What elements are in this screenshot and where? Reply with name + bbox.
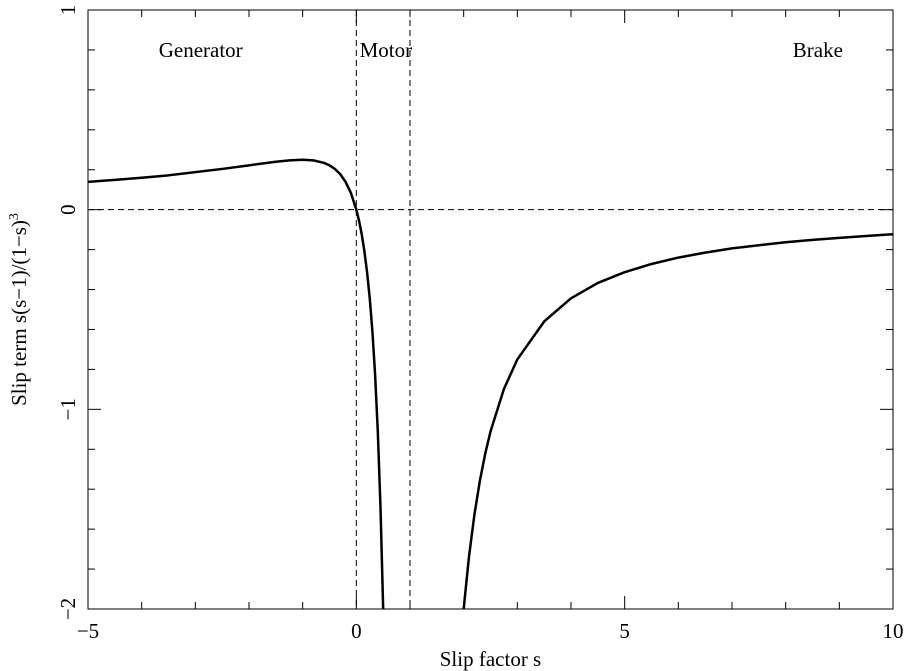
series-line-1 <box>88 158 385 609</box>
series-layer <box>88 158 893 609</box>
y-tick-label: 0 <box>56 204 80 215</box>
region-label: Generator <box>159 38 243 62</box>
series-line-2 <box>462 232 893 609</box>
minor-ticks <box>88 10 893 609</box>
x-tick-labels: −5 0 5 10 <box>77 619 904 643</box>
y-axis-label-superscript: 3 <box>7 213 22 220</box>
y-axis-label: Slip term s(s−1)/(1−s)3 <box>7 213 31 406</box>
y-tick-label: −1 <box>56 398 80 420</box>
plot-frame <box>87 9 894 610</box>
y-tick-labels: −2 −1 0 1 <box>56 5 80 620</box>
x-tick-label: 0 <box>351 619 362 643</box>
reference-lines <box>88 10 893 609</box>
x-tick-label: −5 <box>77 619 99 643</box>
y-tick-label: −2 <box>56 598 80 620</box>
x-tick-label: 5 <box>619 619 630 643</box>
annotations: Generator Motor Brake <box>159 38 843 62</box>
region-label: Brake <box>793 38 843 62</box>
y-axis-label-main: Slip term s(s−1)/(1−s) <box>7 220 31 406</box>
x-axis-label: Slip factor s <box>440 647 541 671</box>
y-tick-label: 1 <box>56 5 80 16</box>
x-tick-label: 10 <box>883 619 904 643</box>
major-ticks <box>87 9 894 610</box>
region-label: Motor <box>360 38 413 62</box>
